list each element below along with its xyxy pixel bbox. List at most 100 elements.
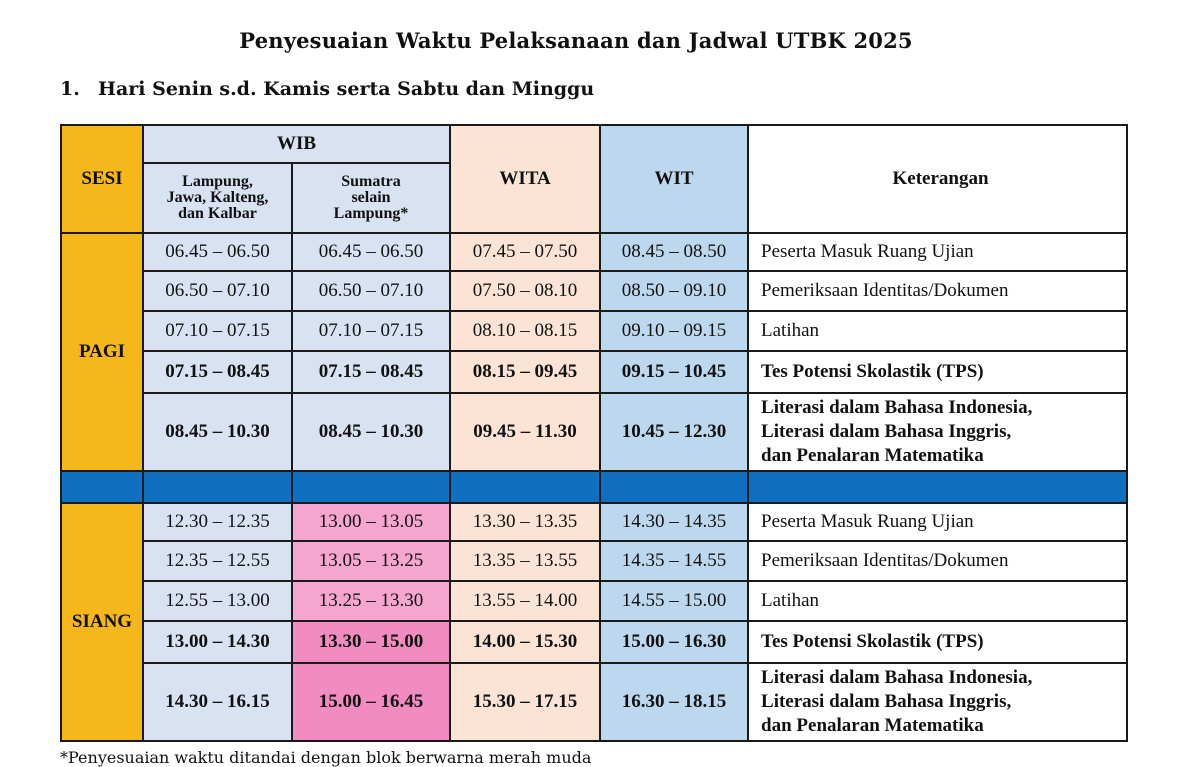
header-wib-sub1-line: Lampung, xyxy=(182,173,253,190)
header-wib-sub2-line: Lampung* xyxy=(333,205,409,222)
schedule-row: 13.00 – 14.30 13.30 – 15.00 14.00 – 15.30 1… xyxy=(61,620,1129,664)
wib-lampung-jawa-cell: 07.15 – 08.45 xyxy=(142,350,293,394)
separator-cell xyxy=(290,470,452,504)
wit-cell: 10.45 – 12.30 xyxy=(599,392,750,472)
wit-cell: 08.50 – 09.10 xyxy=(599,270,750,312)
schedule-row: SIANG 12.30 – 12.35 13.00 – 13.05 13.30 – 1… xyxy=(60,502,1129,742)
schedule-row: 07.10 – 07.15 07.10 – 07.15 08.10 – 08.15 0… xyxy=(61,310,1129,352)
wib-lampung-jawa-cell: 12.30 – 12.35 xyxy=(142,502,293,542)
wit-cell: 08.45 – 08.50 xyxy=(599,232,750,272)
wit-cell: 14.30 – 14.35 xyxy=(599,502,750,542)
schedule-table: SESI WIB WITA WIT Keterangan Lampung, Ja… xyxy=(60,124,1129,742)
wib-lampung-jawa-cell: 06.50 – 07.10 xyxy=(142,270,293,312)
keterangan-cell: Literasi dalam Bahasa Indonesia, Literasi… xyxy=(747,662,1129,742)
separator-cell xyxy=(449,470,602,504)
keterangan-cell: Peserta Masuk Ruang Ujian xyxy=(747,232,1129,272)
separator-cell xyxy=(60,470,144,504)
schedule-row: 08.45 – 10.30 08.45 – 10.30 09.45 – 11.30 1… xyxy=(61,392,1129,472)
wit-cell: 16.30 – 18.15 xyxy=(599,662,750,742)
separator-cell xyxy=(599,470,750,504)
keterangan-line: dan Penalaran Matematika xyxy=(761,715,984,736)
wit-cell: 15.00 – 16.30 xyxy=(599,620,750,664)
section-heading: 1. Hari Senin s.d. Kamis serta Sabtu dan … xyxy=(60,78,594,100)
schedule-row: PAGI 06.45 – 06.50 06.45 – 06.50 07.45 – 07… xyxy=(60,232,1129,472)
keterangan-line: Literasi dalam Bahasa Indonesia, xyxy=(761,667,1033,688)
keterangan-cell: Tes Potensi Skolastik (TPS) xyxy=(747,350,1129,394)
wita-cell: 13.55 – 14.00 xyxy=(449,580,602,622)
schedule-row: 12.55 – 13.00 13.25 – 13.30 13.55 – 14.00 1… xyxy=(61,580,1129,622)
keterangan-line: Peserta Masuk Ruang Ujian xyxy=(761,511,974,532)
header-sesi: SESI xyxy=(60,124,144,234)
keterangan-line: Literasi dalam Bahasa Inggris, xyxy=(761,421,1012,442)
header-wib-sub1-line: dan Kalbar xyxy=(178,205,257,222)
wib-sumatra-cell: 08.45 – 10.30 xyxy=(290,392,452,472)
schedule-row: 07.15 – 08.45 07.15 – 08.45 08.15 – 09.45 0… xyxy=(61,350,1129,394)
wib-lampung-jawa-cell: 14.30 – 16.15 xyxy=(142,662,293,742)
header-wib-sub2-line: selain xyxy=(351,189,391,206)
section-number: 1. xyxy=(60,78,80,100)
wib-sumatra-cell: 07.10 – 07.15 xyxy=(290,310,452,352)
wib-lampung-jawa-cell: 12.35 – 12.55 xyxy=(142,540,293,582)
keterangan-line: Tes Potensi Skolastik (TPS) xyxy=(761,361,984,382)
keterangan-line: Latihan xyxy=(761,320,820,341)
wit-cell: 14.35 – 14.55 xyxy=(599,540,750,582)
wita-cell: 08.10 – 08.15 xyxy=(449,310,602,352)
schedule-row: 06.50 – 07.10 06.50 – 07.10 07.50 – 08.10 0… xyxy=(61,270,1129,312)
wib-lampung-jawa-cell: 07.10 – 07.15 xyxy=(142,310,293,352)
keterangan-cell: Peserta Masuk Ruang Ujian xyxy=(747,502,1129,542)
wib-sumatra-cell: 06.45 – 06.50 xyxy=(290,232,452,272)
wita-cell: 09.45 – 11.30 xyxy=(449,392,602,472)
header-keterangan: Keterangan xyxy=(747,124,1129,234)
keterangan-cell: Pemeriksaan Identitas/Dokumen xyxy=(747,540,1129,582)
header-wita: WITA xyxy=(449,124,602,234)
wita-cell: 13.30 – 13.35 xyxy=(449,502,602,542)
wib-sumatra-cell: 13.25 – 13.30 xyxy=(290,580,452,622)
section-label: Hari Senin s.d. Kamis serta Sabtu dan Mi… xyxy=(98,78,595,100)
header-wit: WIT xyxy=(599,124,750,234)
header-wib-lampung-jawa: Lampung, Jawa, Kalteng, dan Kalbar xyxy=(142,162,293,234)
keterangan-line: Tes Potensi Skolastik (TPS) xyxy=(761,631,984,652)
document-title: Penyesuaian Waktu Pelaksanaan dan Jadwal… xyxy=(239,28,913,53)
schedule-row: 12.35 – 12.55 13.05 – 13.25 13.35 – 13.55 1… xyxy=(61,540,1129,582)
wita-cell: 07.45 – 07.50 xyxy=(449,232,602,272)
wit-cell: 09.10 – 09.15 xyxy=(599,310,750,352)
header-wib-sub2-line: Sumatra xyxy=(341,173,401,190)
footnote: *Penyesuaian waktu ditandai dengan blok … xyxy=(60,748,592,767)
keterangan-cell: Literasi dalam Bahasa Indonesia, Literasi… xyxy=(747,392,1129,472)
header-row-sub: Lampung, Jawa, Kalteng, dan Kalbar Sumat… xyxy=(61,162,1127,234)
keterangan-line: Literasi dalam Bahasa Inggris, xyxy=(761,691,1012,712)
header-wib-sumatra: Sumatra selain Lampung* xyxy=(290,162,452,234)
schedule-row: 14.30 – 16.15 15.00 – 16.45 15.30 – 17.15 1… xyxy=(61,662,1129,742)
keterangan-line: Pemeriksaan Identitas/Dokumen xyxy=(761,280,1009,301)
keterangan-line: Pemeriksaan Identitas/Dokumen xyxy=(761,550,1009,571)
keterangan-line: dan Penalaran Matematika xyxy=(761,445,984,466)
keterangan-cell: Latihan xyxy=(747,580,1129,622)
session-name-cell: PAGI xyxy=(60,232,144,472)
header-wib: WIB xyxy=(141,124,452,164)
session-name-cell: SIANG xyxy=(60,502,144,742)
header-row-top: SESI WIB WITA WIT Keterangan xyxy=(60,124,1129,234)
wib-sumatra-cell: 15.00 – 16.45 xyxy=(290,662,452,742)
wita-cell: 15.30 – 17.15 xyxy=(449,662,602,742)
wita-cell: 07.50 – 08.10 xyxy=(449,270,602,312)
header-wib-sub1-line: Jawa, Kalteng, xyxy=(166,189,269,206)
session-separator-row xyxy=(60,470,1129,504)
separator-cell xyxy=(747,470,1129,504)
wit-cell: 14.55 – 15.00 xyxy=(599,580,750,622)
wib-lampung-jawa-cell: 08.45 – 10.30 xyxy=(142,392,293,472)
wib-lampung-jawa-cell: 13.00 – 14.30 xyxy=(142,620,293,664)
wib-sumatra-cell: 07.15 – 08.45 xyxy=(290,350,452,394)
keterangan-line: Literasi dalam Bahasa Indonesia, xyxy=(761,397,1033,418)
keterangan-line: Peserta Masuk Ruang Ujian xyxy=(761,241,974,262)
wib-sumatra-cell: 13.00 – 13.05 xyxy=(290,502,452,542)
wib-lampung-jawa-cell: 12.55 – 13.00 xyxy=(142,580,293,622)
wib-sumatra-cell: 13.05 – 13.25 xyxy=(290,540,452,582)
wib-lampung-jawa-cell: 06.45 – 06.50 xyxy=(142,232,293,272)
wita-cell: 13.35 – 13.55 xyxy=(449,540,602,582)
keterangan-cell: Tes Potensi Skolastik (TPS) xyxy=(747,620,1129,664)
wit-cell: 09.15 – 10.45 xyxy=(599,350,750,394)
wita-cell: 14.00 – 15.30 xyxy=(449,620,602,664)
separator-cell xyxy=(142,470,293,504)
keterangan-cell: Latihan xyxy=(747,310,1129,352)
keterangan-cell: Pemeriksaan Identitas/Dokumen xyxy=(747,270,1129,312)
